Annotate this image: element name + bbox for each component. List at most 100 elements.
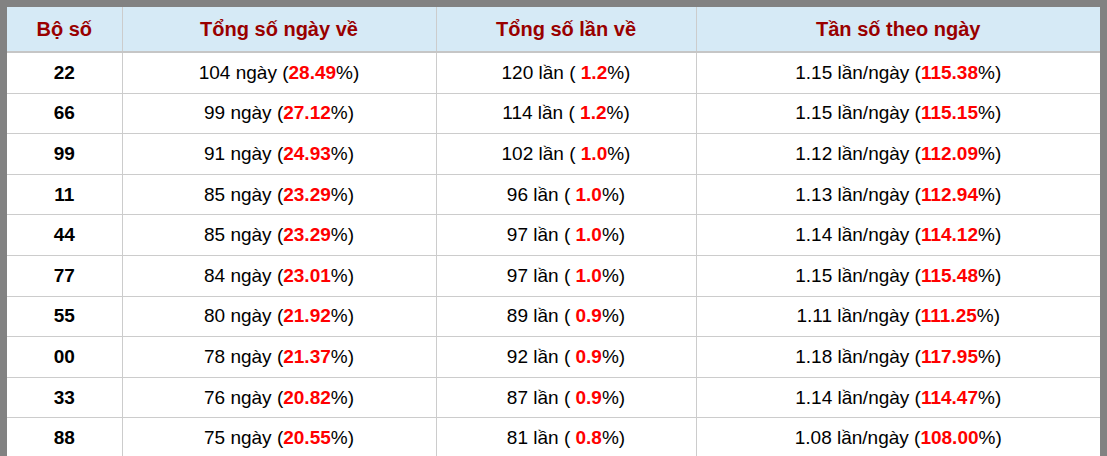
total-days-cell: 84 ngày (23.01%)	[122, 255, 436, 296]
value-text: %)	[978, 387, 1001, 408]
value-text: 1.15 lần/ngày (	[795, 62, 921, 83]
value-text: %)	[602, 305, 625, 326]
value-text: 114 lần (	[502, 102, 580, 123]
value-text: %)	[331, 305, 354, 326]
table-row: 7784 ngày (23.01%)97 lần ( 1.0%)1.15 lần…	[7, 255, 1100, 296]
value-text: %)	[602, 184, 625, 205]
highlight-percentage: 1.2	[580, 102, 606, 123]
highlight-percentage: 0.9	[576, 346, 602, 367]
frequency-cell: 1.15 lần/ngày (115.15%)	[696, 93, 1100, 134]
header-frequency-per-day: Tần số theo ngày	[696, 7, 1100, 52]
highlight-percentage: 1.2	[581, 62, 607, 83]
total-days-cell: 80 ngày (21.92%)	[122, 296, 436, 337]
value-text: 75 ngày (	[204, 427, 283, 448]
total-times-cell: 97 lần ( 1.0%)	[436, 215, 696, 256]
total-times-cell: 87 lần ( 0.9%)	[436, 377, 696, 418]
highlight-percentage: 0.9	[576, 387, 602, 408]
highlight-percentage: 21.92	[283, 305, 331, 326]
highlight-percentage: 21.37	[283, 346, 331, 367]
header-total-days: Tổng số ngày về	[122, 7, 436, 52]
total-days-cell: 85 ngày (23.29%)	[122, 174, 436, 215]
pair-number-cell: 66	[7, 93, 122, 134]
value-text: 85 ngày (	[204, 224, 283, 245]
total-days-cell: 78 ngày (21.37%)	[122, 337, 436, 378]
table-row: 9991 ngày (24.93%)102 lần ( 1.0%)1.12 lầ…	[7, 134, 1100, 175]
table-row: 0078 ngày (21.37%)92 lần ( 0.9%)1.18 lần…	[7, 337, 1100, 378]
header-row: Bộ số Tổng số ngày về Tổng số lần về Tần…	[7, 7, 1100, 52]
value-text: %)	[978, 143, 1001, 164]
total-days-cell: 99 ngày (27.12%)	[122, 93, 436, 134]
total-times-cell: 102 lần ( 1.0%)	[436, 134, 696, 175]
header-total-times: Tổng số lần về	[436, 7, 696, 52]
value-text: 92 lần (	[507, 346, 576, 367]
value-text: 1.15 lần/ngày (	[795, 265, 921, 286]
value-text: 78 ngày (	[204, 346, 283, 367]
value-text: 85 ngày (	[204, 184, 283, 205]
value-text: 1.14 lần/ngày (	[795, 224, 921, 245]
total-times-cell: 120 lần ( 1.2%)	[436, 52, 696, 93]
table-row: 8875 ngày (20.55%)81 lần ( 0.8%)1.08 lần…	[7, 418, 1100, 456]
total-times-cell: 92 lần ( 0.9%)	[436, 337, 696, 378]
value-text: 104 ngày (	[199, 62, 289, 83]
pair-number-cell: 99	[7, 134, 122, 175]
value-text: 1.15 lần/ngày (	[795, 102, 921, 123]
value-text: %)	[602, 265, 625, 286]
value-text: %)	[602, 224, 625, 245]
value-text: %)	[607, 102, 630, 123]
value-text: 97 lần (	[507, 224, 576, 245]
highlight-percentage: 20.82	[283, 387, 331, 408]
value-text: 91 ngày (	[204, 143, 283, 164]
value-text: 84 ngày (	[204, 265, 283, 286]
highlight-percentage: 23.29	[283, 224, 331, 245]
highlight-percentage: 114.47	[921, 387, 978, 408]
value-text: 102 lần (	[502, 143, 581, 164]
value-text: %)	[331, 184, 354, 205]
value-text: 96 lần (	[507, 184, 576, 205]
highlight-percentage: 0.8	[576, 427, 602, 448]
value-text: %)	[331, 265, 354, 286]
value-text: 97 lần (	[507, 265, 576, 286]
pair-number-cell: 11	[7, 174, 122, 215]
table-header: Bộ số Tổng số ngày về Tổng số lần về Tần…	[7, 7, 1100, 52]
total-times-cell: 96 lần ( 1.0%)	[436, 174, 696, 215]
table-row: 5580 ngày (21.92%)89 lần ( 0.9%)1.11 lần…	[7, 296, 1100, 337]
value-text: %)	[978, 62, 1001, 83]
highlight-percentage: 1.0	[581, 143, 607, 164]
value-text: 76 ngày (	[204, 387, 283, 408]
highlight-percentage: 115.15	[921, 102, 978, 123]
value-text: 1.12 lần/ngày (	[795, 143, 921, 164]
value-text: 1.11 lần/ngày (	[796, 305, 920, 326]
highlight-percentage: 1.0	[576, 265, 602, 286]
table-body: 22104 ngày (28.49%)120 lần ( 1.2%)1.15 l…	[7, 52, 1100, 456]
value-text: 120 lần (	[502, 62, 581, 83]
value-text: %)	[602, 346, 625, 367]
frequency-cell: 1.08 lần/ngày (108.00%)	[696, 418, 1100, 456]
value-text: %)	[602, 387, 625, 408]
highlight-percentage: 111.25	[921, 305, 977, 326]
total-days-cell: 91 ngày (24.93%)	[122, 134, 436, 175]
frequency-cell: 1.12 lần/ngày (112.09%)	[696, 134, 1100, 175]
value-text: %)	[331, 346, 354, 367]
highlight-percentage: 23.01	[283, 265, 331, 286]
highlight-percentage: 112.94	[921, 184, 978, 205]
table-row: 1185 ngày (23.29%)96 lần ( 1.0%)1.13 lần…	[7, 174, 1100, 215]
highlight-percentage: 28.49	[289, 62, 337, 83]
highlight-percentage: 115.38	[921, 62, 978, 83]
value-text: %)	[607, 62, 630, 83]
value-text: 1.18 lần/ngày (	[795, 346, 921, 367]
frequency-cell: 1.13 lần/ngày (112.94%)	[696, 174, 1100, 215]
pair-number-cell: 33	[7, 377, 122, 418]
value-text: 89 lần (	[507, 305, 576, 326]
highlight-percentage: 1.0	[576, 184, 602, 205]
pair-number-cell: 22	[7, 52, 122, 93]
total-days-cell: 104 ngày (28.49%)	[122, 52, 436, 93]
table-row: 6699 ngày (27.12%) 114 lần ( 1.2%) 1.15 lầ…	[7, 93, 1100, 134]
table-row: 22104 ngày (28.49%)120 lần ( 1.2%)1.15 l…	[7, 52, 1100, 93]
total-times-cell: 97 lần ( 1.0%)	[436, 255, 696, 296]
highlight-percentage: 112.09	[921, 143, 978, 164]
pair-number-cell: 77	[7, 255, 122, 296]
stats-table-frame: Bộ số Tổng số ngày về Tổng số lần về Tần…	[0, 0, 1107, 456]
total-days-cell: 85 ngày (23.29%)	[122, 215, 436, 256]
total-days-cell: 75 ngày (20.55%)	[122, 418, 436, 456]
value-text: %)	[978, 265, 1001, 286]
